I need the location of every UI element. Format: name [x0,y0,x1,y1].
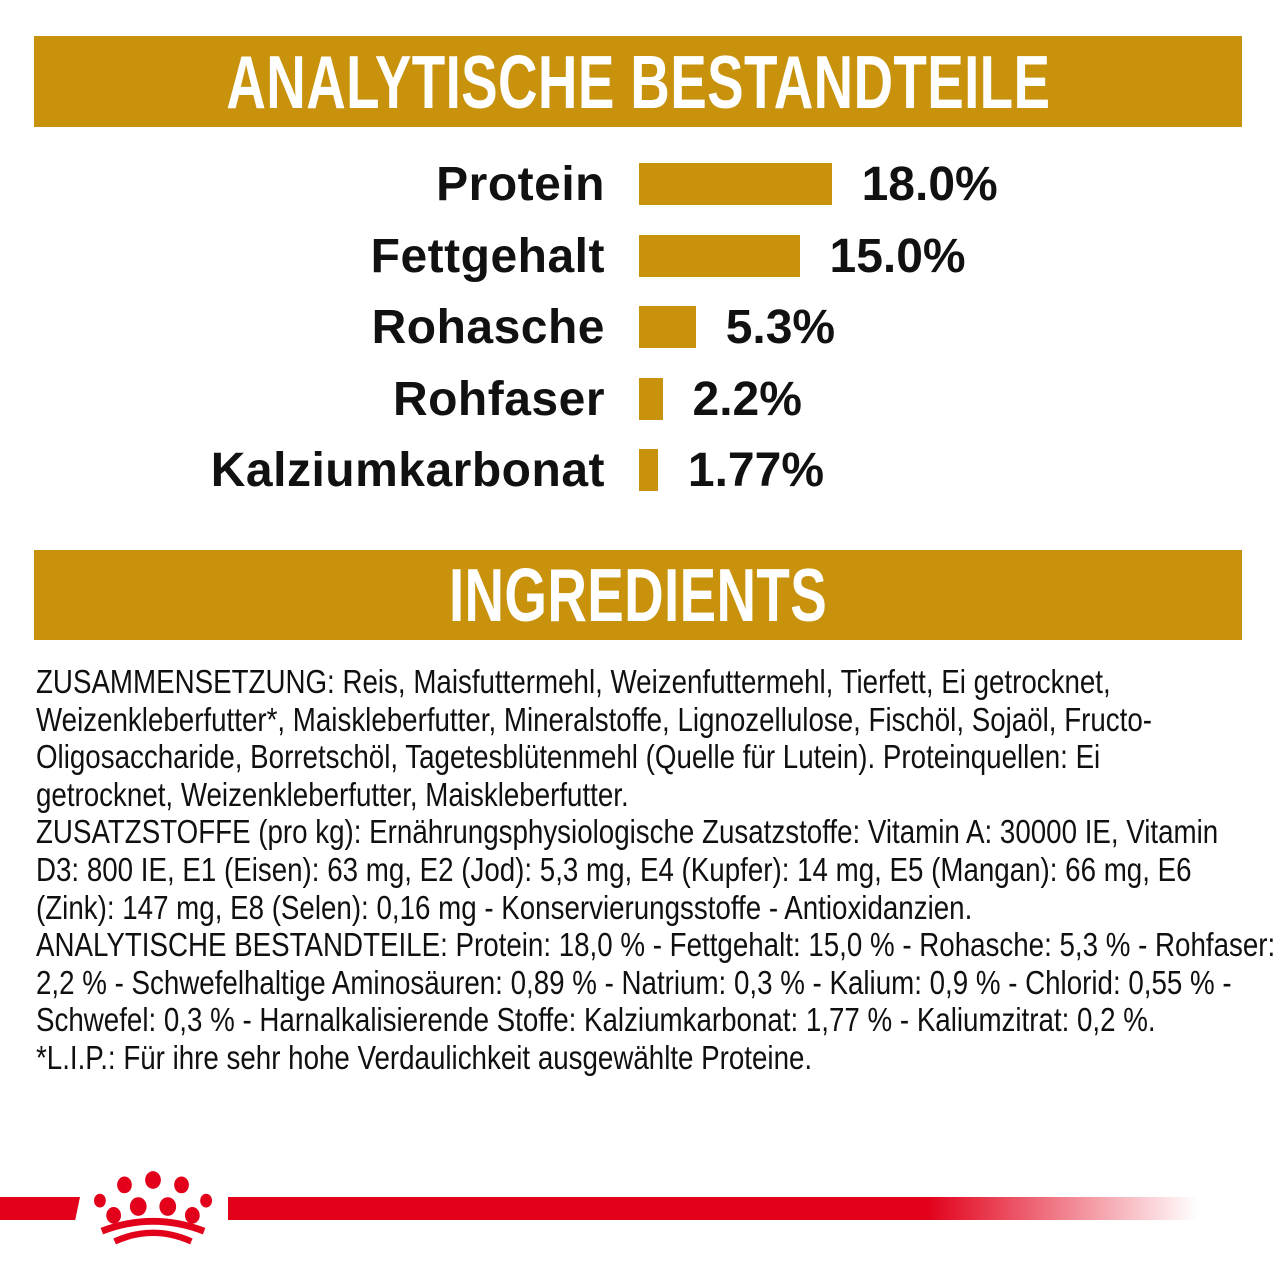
chart-category-label: Rohasche [371,300,605,354]
text-line-zusatzstoffe: (Zink): 147 mg, E8 (Selen): 0,16 mg - Ko… [36,888,973,926]
text-line-zusammensetzung: Oligosaccharide, Borretschöl, Tagetesblü… [36,738,1101,776]
chart-row-protein: Protein 18.0% [0,148,998,220]
analytical-components-bar-chart: Protein 18.0% Fettgehalt 15.0% Rohasche 5.3% R… [0,148,1280,518]
chart-value-label: 1.77% [687,443,824,497]
chart-bar [639,163,832,205]
section-header-analytical-label: ANALYTISCHE BESTANDTEILE [225,39,1050,124]
text-line-zusammensetzung: Weizenkleberfutter*, Maiskleberfutter, M… [36,700,1152,738]
chart-category-label: Protein [436,157,605,211]
brand-line-left-segment [0,1197,80,1220]
section-header-analytical: ANALYTISCHE BESTANDTEILE [34,36,1242,127]
section-header-ingredients-label: INGREDIENTS [448,553,828,637]
chart-row-fettgehalt: Fettgehalt 15.0% [0,220,966,292]
text-line-zusammensetzung: ZUSAMMENSETZUNG: Reis, Maisfuttermehl, W… [36,663,1111,700]
text-line-zusatzstoffe: D3: 800 IE, E1 (Eisen): 63 mg, E2 (Jod):… [36,850,1192,888]
text-line-zusammensetzung: getrocknet, Weizenkleberfutter, Maiskleb… [36,775,629,813]
chart-value-label: 15.0% [829,229,966,283]
chart-category-label: Kalziumkarbonat [210,443,605,497]
chart-bar [639,449,658,491]
text-line-analytische-bestandteile: Schwefel: 0,3 % - Harnalkalisierende Sto… [36,1001,1156,1039]
chart-value-label: 5.3% [725,300,836,354]
text-line-analytische-bestandteile: 2,2 % - Schwefelhaltige Aminosäuren: 0,8… [36,963,1232,1001]
chart-category-label: Rohfaser [392,372,605,426]
brand-line-right-segment [228,1197,1198,1220]
text-line-zusatzstoffe: ZUSATZSTOFFE (pro kg): Ernährungsphysiol… [36,813,1219,851]
chart-value-label: 2.2% [692,372,802,426]
section-header-ingredients: INGREDIENTS [34,550,1242,640]
royal-canin-crown-icon [94,1171,212,1245]
text-line-lip-note: *L.I.P.: Für ihre sehr hohe Verdaulichke… [36,1038,813,1076]
crown-base-arcs [100,1217,206,1245]
chart-row-kalziumkarbonat: Kalziumkarbonat 1.77% [0,434,824,506]
ingredients-text-block: ZUSAMMENSETZUNG: Reis, Maisfuttermehl, W… [36,663,1276,1077]
crown-pearls [94,1171,212,1224]
chart-bar [639,306,696,348]
chart-value-label: 18.0% [861,157,998,211]
chart-bar [639,378,663,420]
chart-bar [639,235,800,277]
chart-category-label: Fettgehalt [370,229,605,283]
chart-row-rohfaser: Rohfaser 2.2% [0,363,802,435]
chart-row-rohasche: Rohasche 5.3% [0,291,836,363]
text-line-analytische-bestandteile: ANALYTISCHE BESTANDTEILE: Protein: 18,0 … [36,926,1276,964]
